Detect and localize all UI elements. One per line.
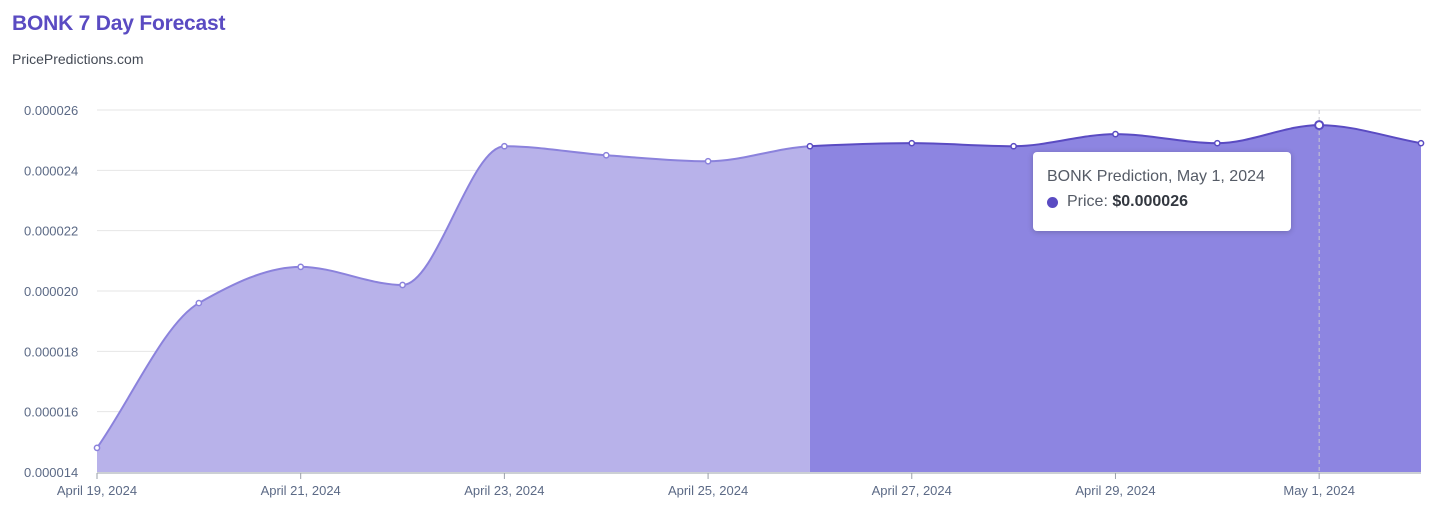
data-point xyxy=(602,151,610,159)
tooltip-price-label: Price: xyxy=(1067,193,1108,210)
data-point xyxy=(806,142,814,150)
series-dot-icon xyxy=(1047,196,1058,208)
tooltip-title: BONK Prediction, May 1, 2024 xyxy=(1047,168,1265,185)
x-tick-label: April 27, 2024 xyxy=(872,483,952,498)
tooltip-price-row: Price: $0.000026 xyxy=(1047,193,1291,211)
data-point xyxy=(93,444,101,452)
chart-subtitle: PricePredictions.com xyxy=(12,51,144,67)
chart-tooltip: BONK Prediction, May 1, 2024 Price: $0.0… xyxy=(1033,152,1291,231)
chart-title: BONK 7 Day Forecast xyxy=(12,12,226,35)
data-point xyxy=(1112,130,1119,138)
data-point xyxy=(297,263,305,271)
data-point xyxy=(399,281,406,289)
data-point xyxy=(704,157,712,165)
y-tick-label: 0.000016 xyxy=(24,405,78,420)
data-point xyxy=(195,299,203,307)
data-point xyxy=(501,142,508,150)
data-point xyxy=(1417,139,1425,147)
y-tick-label: 0.000024 xyxy=(24,163,78,178)
data-point xyxy=(1213,139,1221,147)
y-tick-label: 0.000026 xyxy=(24,103,78,118)
y-tick-label: 0.000020 xyxy=(24,284,78,299)
data-point xyxy=(1010,142,1017,150)
x-tick-label: May 1, 2024 xyxy=(1283,483,1355,498)
y-tick-label: 0.000018 xyxy=(24,344,78,359)
y-tick-label: 0.000022 xyxy=(24,224,78,239)
x-tick-label: April 29, 2024 xyxy=(1075,483,1155,498)
x-tick-label: April 25, 2024 xyxy=(668,483,748,498)
y-tick-label: 0.000014 xyxy=(24,465,78,480)
x-tick-label: April 19, 2024 xyxy=(57,483,137,498)
x-tick-label: April 23, 2024 xyxy=(464,483,544,498)
x-tick-label: April 21, 2024 xyxy=(261,483,341,498)
history-area xyxy=(97,146,810,472)
tooltip-price-value: $0.000026 xyxy=(1112,193,1188,210)
data-point xyxy=(908,139,916,147)
forecast-line xyxy=(809,124,1422,148)
data-point xyxy=(1314,120,1325,131)
